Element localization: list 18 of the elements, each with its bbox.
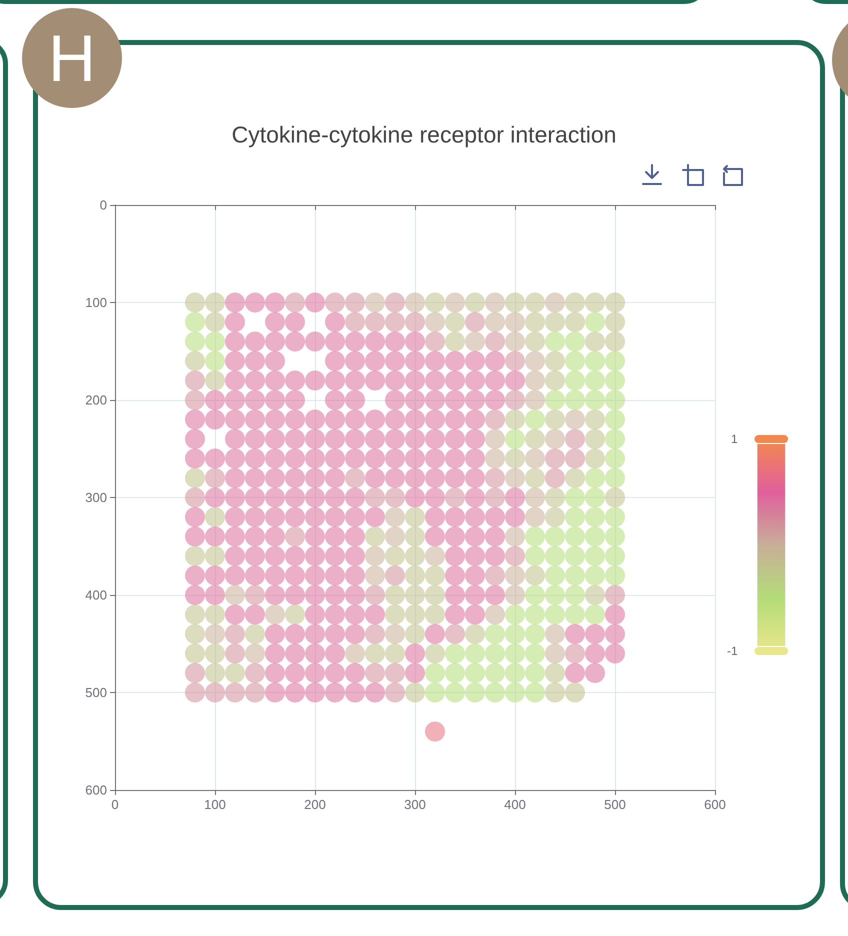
y-tick-label: 300 <box>85 490 107 505</box>
x-tick-label: 400 <box>504 797 526 812</box>
circle-badge: H <box>22 8 122 108</box>
y-tick-label: 200 <box>85 392 107 408</box>
x-tick-label: 200 <box>304 797 326 812</box>
chart-title: Cytokine-cytokine receptor interaction <box>232 122 616 148</box>
y-tick-label: 600 <box>85 782 107 798</box>
x-tick-label: 500 <box>604 797 626 812</box>
x-tick-label: 100 <box>204 797 226 812</box>
x-tick-label: 600 <box>704 797 726 812</box>
y-tick-label: 100 <box>85 295 107 310</box>
y-tick-label: 400 <box>85 588 107 602</box>
color-bar-label: 1 <box>730 432 738 446</box>
x-tick-label: 300 <box>404 797 426 812</box>
x-tick-label: 0 <box>111 797 119 812</box>
y-tick-label: 500 <box>85 685 107 700</box>
color-bar-label: -1 <box>727 644 738 658</box>
y-tick-label: 0 <box>100 198 107 212</box>
